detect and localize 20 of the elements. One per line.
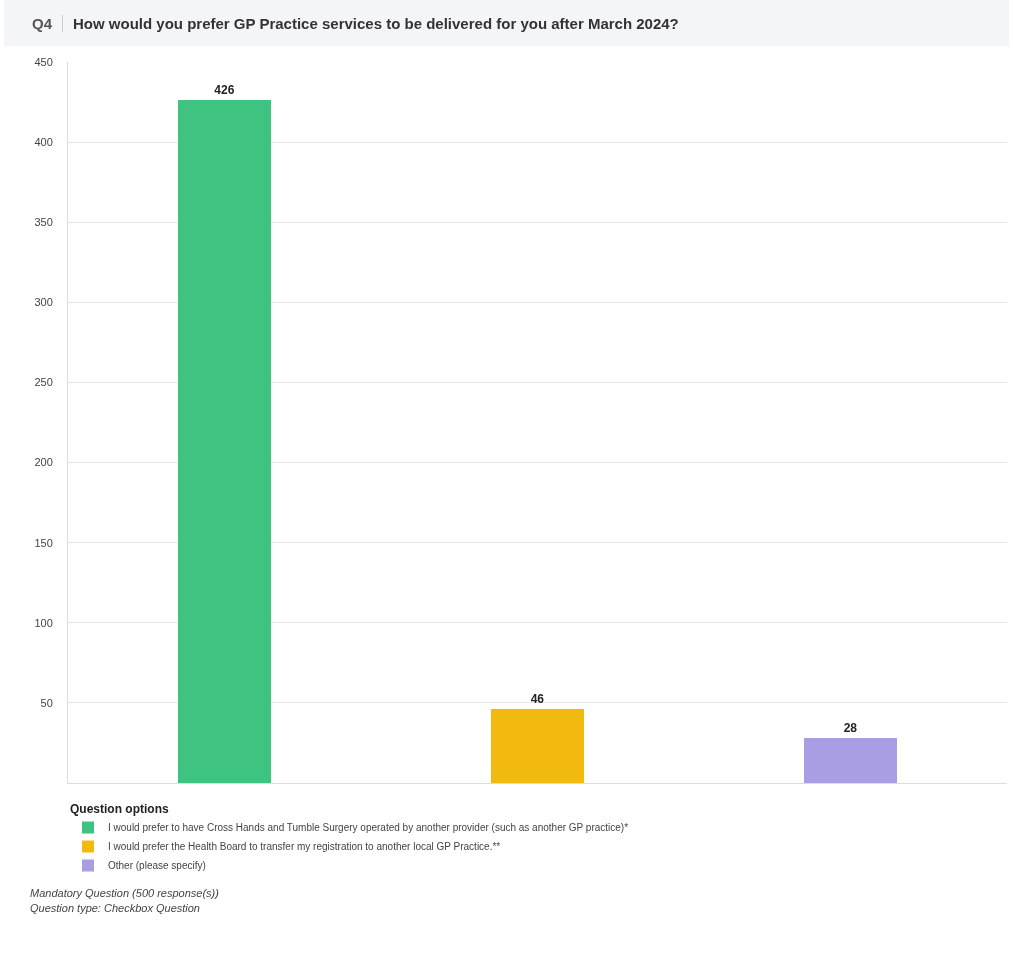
y-tick-label: 200 (34, 456, 53, 469)
legend-label: I would prefer the Health Board to transfer my registration to another local GP Practice.** (108, 841, 501, 853)
text: Question type: Checkbox Question (30, 901, 201, 916)
data-label: 46 (530, 692, 545, 706)
y-tick-label: 450 (34, 55, 53, 68)
chart-subtitle: How would you prefer GP Practice services to be delivered for you after March 2024? (72, 14, 679, 32)
chart-title: Q4 (4, 14, 64, 32)
legend-label: Other (please specify) (108, 860, 206, 872)
data-label: 426 (214, 83, 235, 97)
y-tick-label: 150 (34, 536, 53, 549)
y-tick-label: 350 (34, 216, 53, 229)
data-label: 28 (843, 721, 858, 735)
y-tick-label: 300 (34, 296, 53, 309)
text: Mandatory Question (500 response(s)) (30, 886, 220, 901)
y-tick-label: 250 (34, 376, 53, 389)
y-tick-label: 400 (34, 135, 53, 148)
y-tick-label: 100 (34, 616, 53, 629)
legend-label: I would prefer to have Cross Hands and Tumble Surgery operated by another provider (such as another GP practice)* (108, 822, 629, 834)
y-tick-label: 50 (40, 696, 53, 709)
legend-title: Question options (70, 802, 169, 817)
